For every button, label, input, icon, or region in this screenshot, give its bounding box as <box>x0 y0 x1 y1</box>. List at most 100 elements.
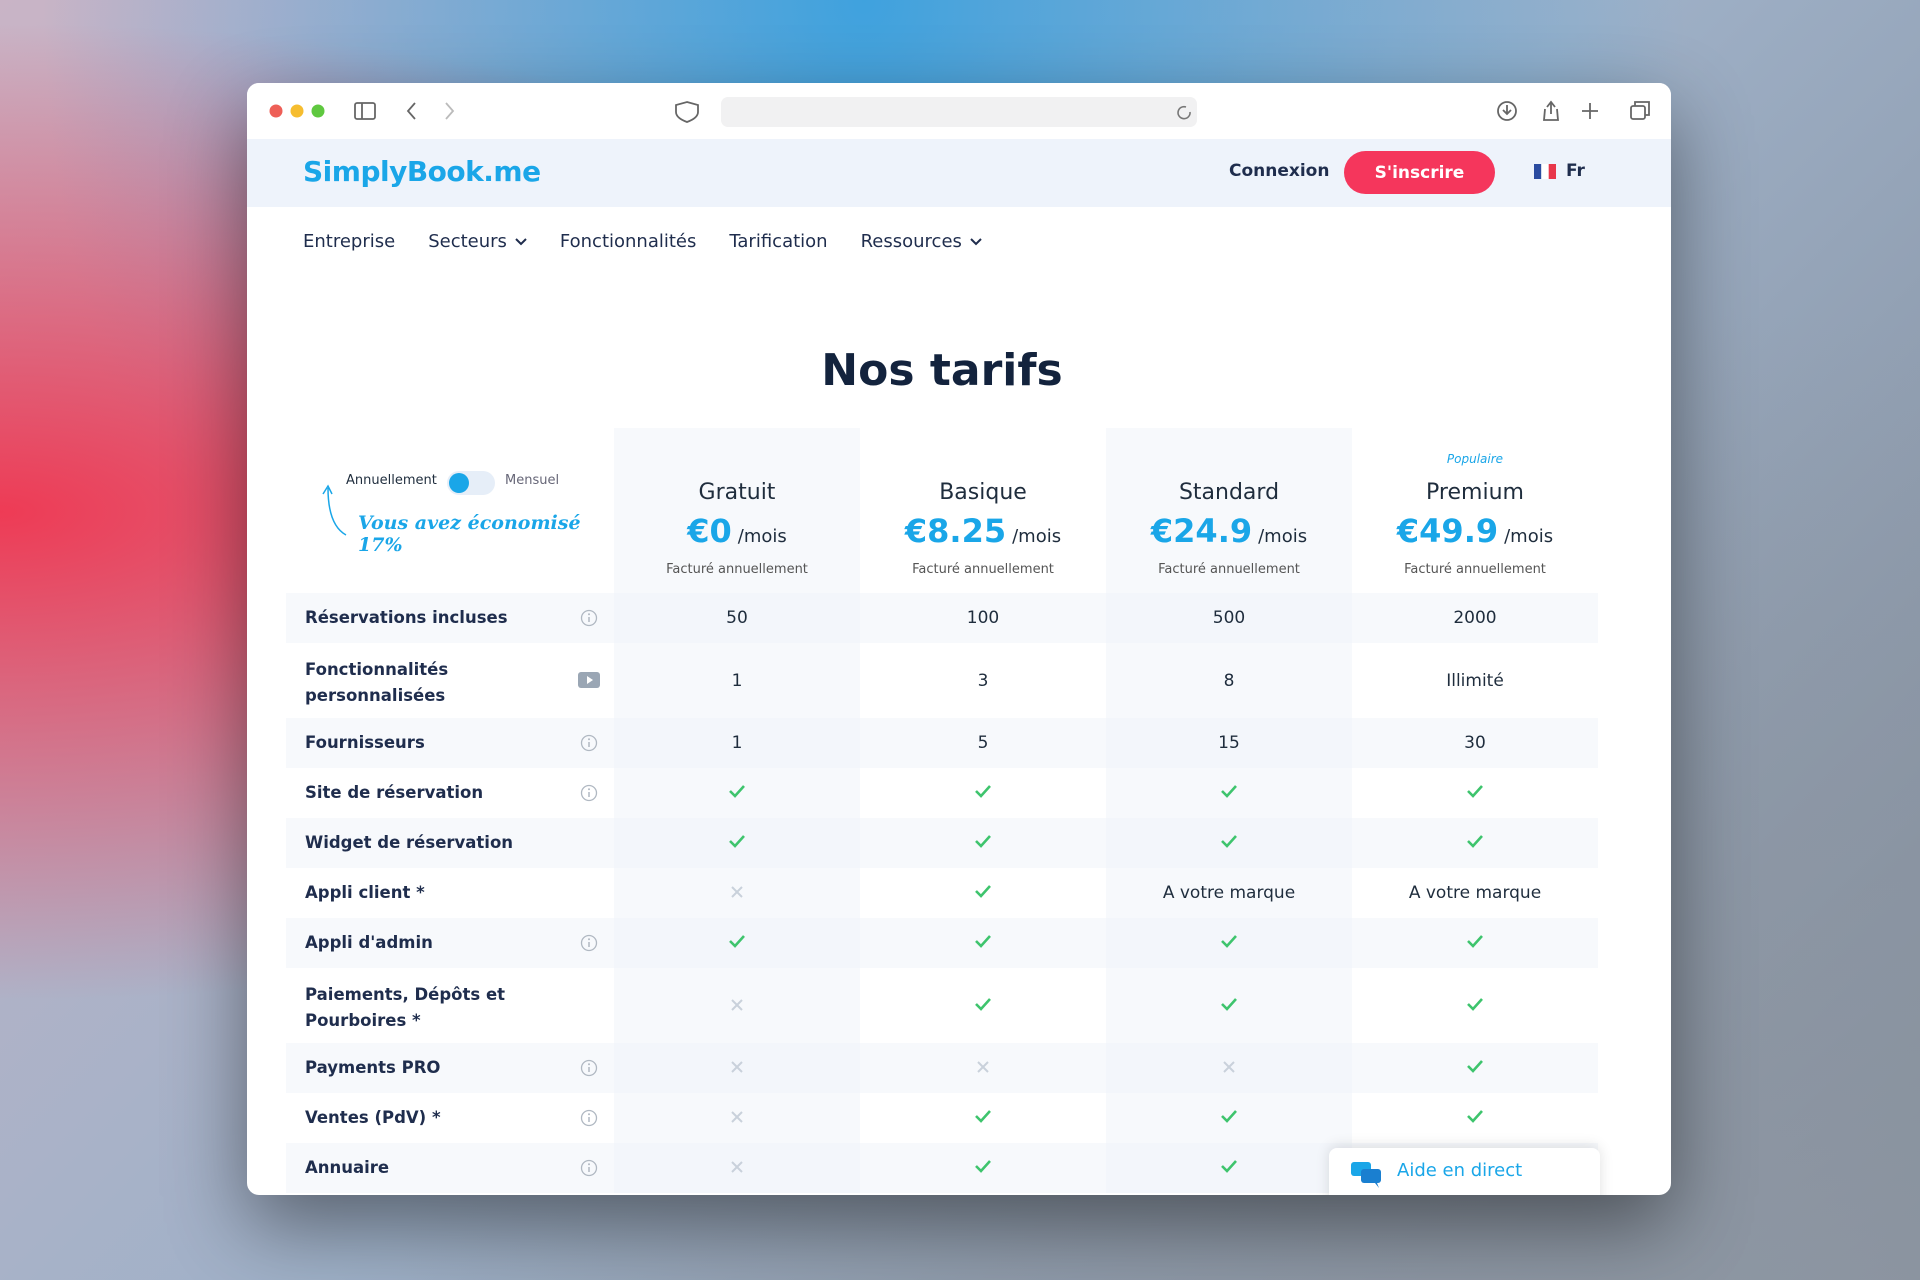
nav-icons[interactable] <box>354 100 1650 123</box>
feature-label-cell: Appli d'admin <box>286 918 614 968</box>
feature-label: Payments PRO <box>305 1058 441 1077</box>
live-chat-button[interactable]: Aide en direct <box>1329 1148 1600 1195</box>
cross-icon-svg <box>731 1061 743 1073</box>
info-icon[interactable] <box>580 1159 598 1181</box>
nav-item[interactable]: Entreprise <box>303 231 395 252</box>
toolbar-icons <box>269 97 1650 127</box>
row-background <box>286 718 1598 768</box>
cross-icon <box>1223 1058 1235 1078</box>
nav-label: Secteurs <box>428 231 507 252</box>
cross-icon <box>731 996 743 1016</box>
check-icon-svg <box>1221 935 1237 948</box>
nav-item[interactable]: Tarification <box>729 231 827 252</box>
check-icon <box>1466 1058 1484 1078</box>
feature-value: 500 <box>1212 608 1246 628</box>
site-header: SimplyBook.me Connexion S'inscrire Fr <box>247 139 1671 207</box>
price-period: /mois <box>1504 526 1554 547</box>
check-icon-svg <box>1221 997 1237 1011</box>
check-icon-svg <box>975 1110 991 1123</box>
info-icon[interactable] <box>580 609 598 631</box>
address-bar[interactable] <box>721 97 1197 127</box>
feature-value-cell <box>614 918 860 968</box>
video-icon[interactable] <box>578 671 600 692</box>
feature-value-cell: 30 <box>1352 718 1598 768</box>
language-switch[interactable]: Fr <box>1534 161 1585 181</box>
feature-value-cell <box>860 918 1106 968</box>
login-link[interactable]: Connexion <box>1229 161 1330 181</box>
browser-window: SimplyBook.me Connexion S'inscrire Fr En… <box>247 83 1671 1195</box>
check-icon-svg <box>975 885 991 898</box>
nav-item[interactable]: Fonctionnalités <box>560 231 696 252</box>
feature-value-cell: 500 <box>1106 593 1352 643</box>
check-icon <box>974 996 992 1016</box>
price-period: /mois <box>1012 526 1062 547</box>
feature-value: 5 <box>977 733 989 753</box>
feature-label: Widget de réservation <box>305 833 514 852</box>
feature-value-cell <box>1106 768 1352 818</box>
row-background <box>286 1043 1598 1093</box>
check-icon <box>1220 996 1238 1016</box>
info-icon[interactable] <box>580 1059 598 1081</box>
check-icon <box>1466 996 1484 1016</box>
billing-note: Facturé annuellement <box>1158 562 1300 577</box>
feature-value-cell <box>1106 1143 1352 1193</box>
price-period: /mois <box>737 526 787 547</box>
feature-value-cell <box>860 1093 1106 1143</box>
info-icon[interactable] <box>580 1109 598 1131</box>
feature-value-cell <box>1352 1043 1598 1093</box>
check-icon <box>1466 783 1484 803</box>
logo[interactable]: SimplyBook.me <box>303 155 541 188</box>
nav-item[interactable]: Secteurs <box>428 231 527 252</box>
price-amount: €0 <box>687 512 732 550</box>
check-icon-svg <box>1221 1110 1237 1123</box>
signup-button[interactable]: S'inscrire <box>1344 151 1495 194</box>
reload-icon[interactable] <box>1177 105 1191 120</box>
feature-value-cell: 50 <box>614 593 860 643</box>
minimize-button[interactable] <box>290 104 304 118</box>
feature-value: 50 <box>726 608 748 628</box>
feature-value-cell: 3 <box>860 643 1106 718</box>
toggle-switch[interactable] <box>447 471 495 495</box>
feature-value-cell <box>1106 918 1352 968</box>
info-icon-svg <box>580 734 598 752</box>
maximize-button[interactable] <box>311 104 325 118</box>
feature-label: Fournisseurs <box>305 733 425 752</box>
check-icon <box>1466 933 1484 953</box>
check-icon-svg <box>1221 1160 1237 1173</box>
feature-label: Appli client * <box>305 883 425 902</box>
feature-value-cell <box>1106 1093 1352 1143</box>
info-icon[interactable] <box>580 784 598 806</box>
info-icon[interactable] <box>580 734 598 756</box>
nav-label: Tarification <box>729 231 828 252</box>
feature-value-cell <box>860 1043 1106 1093</box>
check-icon <box>974 833 992 853</box>
info-icon[interactable] <box>580 934 598 956</box>
dropdown-caret-svg <box>970 237 982 245</box>
cross-icon-svg <box>1223 1061 1235 1073</box>
price-period: /mois <box>1258 526 1308 547</box>
feature-value: 100 <box>966 608 1000 628</box>
check-icon-svg <box>975 1160 991 1173</box>
feature-label-cell: Site de réservation <box>286 768 614 818</box>
check-icon <box>1220 783 1238 803</box>
close-button[interactable] <box>269 104 283 118</box>
price-amount: €49.9 <box>1396 512 1499 550</box>
feature-label-cell: Annuaire <box>286 1143 614 1193</box>
feature-value-cell <box>614 1043 860 1093</box>
cross-icon-svg <box>731 1111 743 1123</box>
feature-value-cell <box>860 868 1106 918</box>
plan-header: Gratuit €0/mois Facturé annuellement <box>614 428 860 593</box>
feature-value-cell <box>860 1143 1106 1193</box>
info-icon-svg <box>580 609 598 627</box>
row-background <box>286 918 1598 968</box>
info-icon-svg <box>580 1159 598 1177</box>
feature-value-cell <box>614 968 860 1043</box>
plan-price: €8.25/mois <box>860 512 1106 550</box>
savings-arrow <box>320 480 350 544</box>
check-icon <box>1220 833 1238 853</box>
feature-value-cell <box>860 818 1106 868</box>
check-icon-svg <box>1467 997 1483 1011</box>
nav-item[interactable]: Ressources <box>861 231 982 252</box>
